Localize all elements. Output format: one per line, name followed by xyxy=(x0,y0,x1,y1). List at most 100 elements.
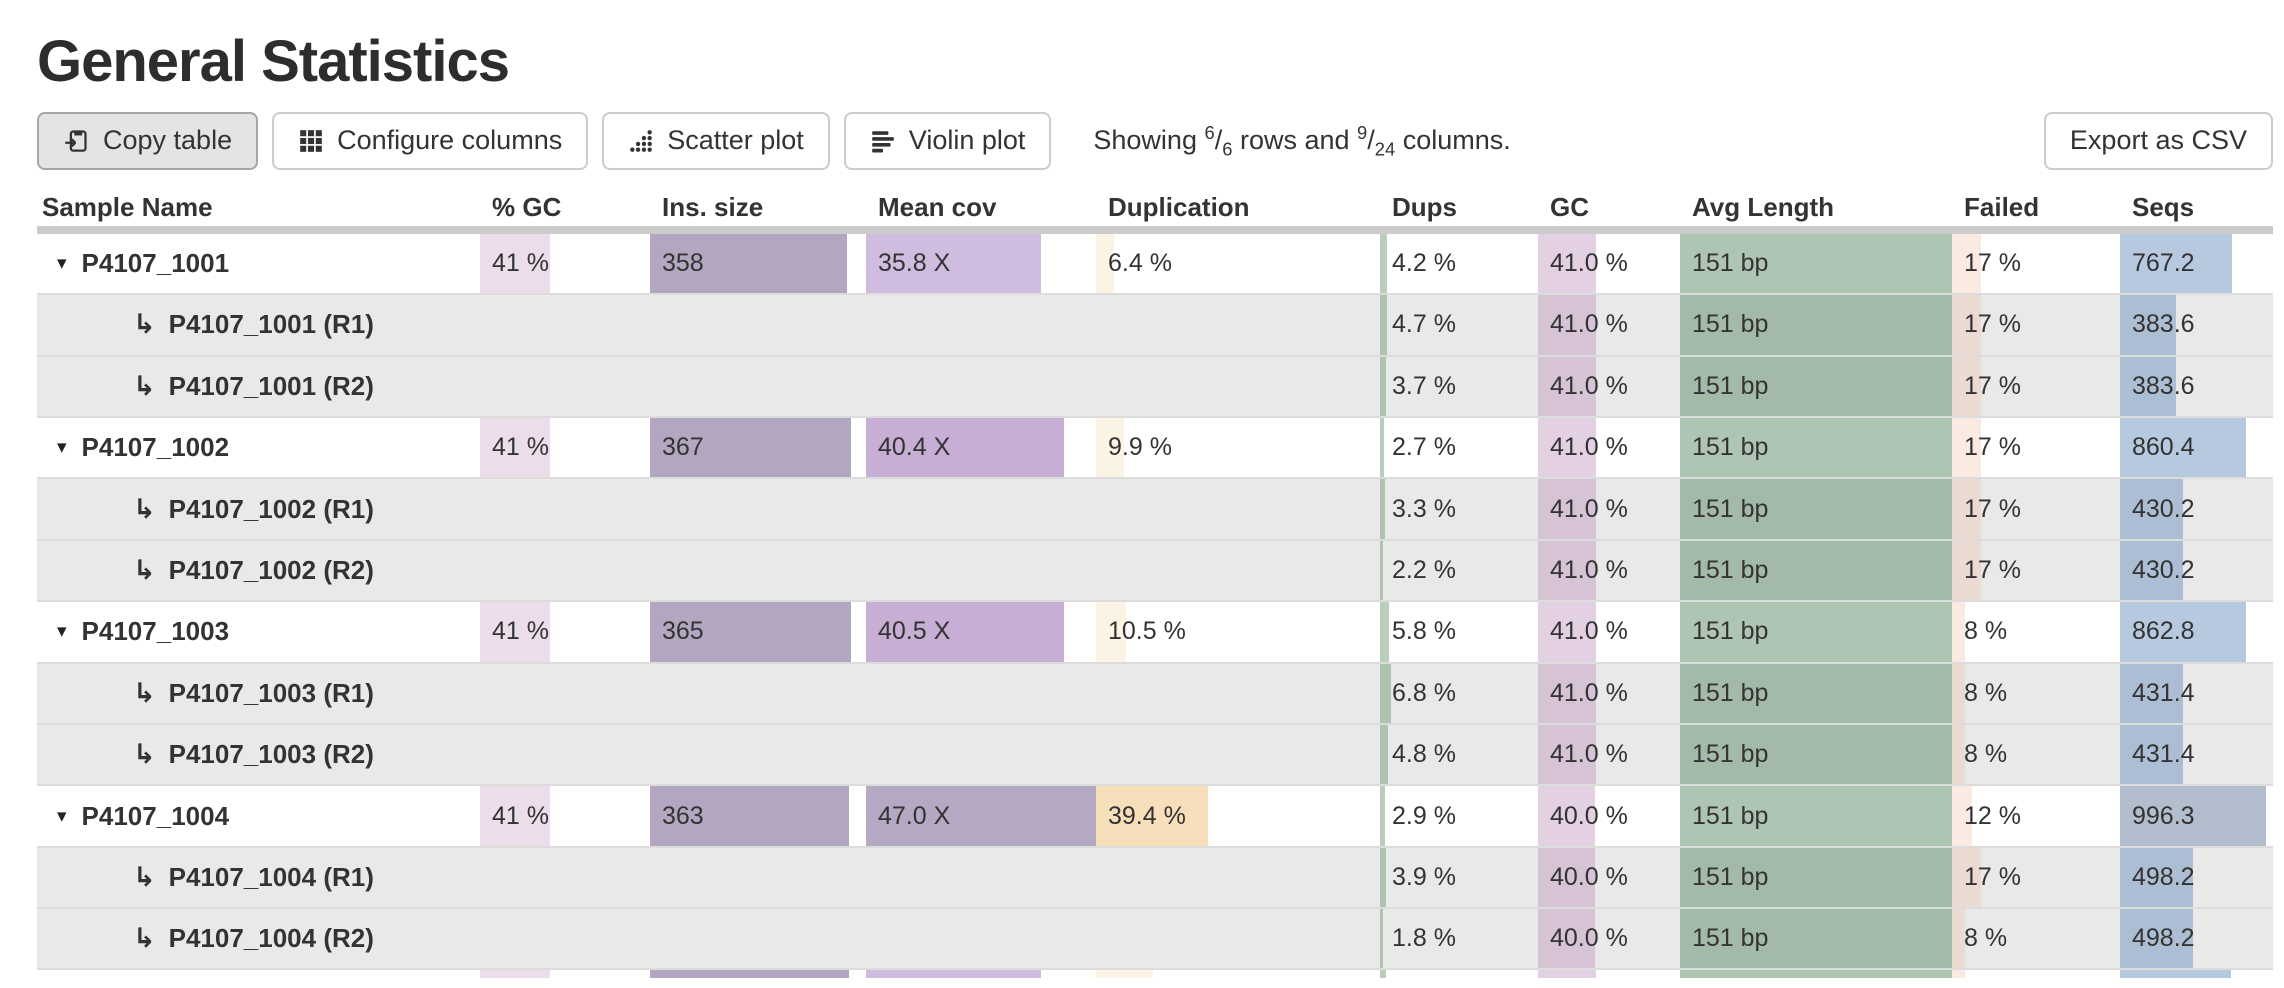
sample-name: P4107_1003 (R2) xyxy=(168,739,374,770)
gc_pct-value: 41 % xyxy=(492,433,549,462)
avg_length-value: 151 bp xyxy=(1692,494,1769,523)
subrow-arrow-icon: ↳ xyxy=(133,370,156,401)
avg_length-bar xyxy=(1680,909,1952,969)
seqs-cell: 498.2 xyxy=(2120,909,2266,969)
seqs-value: 431.4 xyxy=(2132,740,2195,769)
column-header-failed[interactable]: Failed xyxy=(1964,192,2040,223)
sample-name-cell: ↳ P4107_1003 (R1) xyxy=(37,664,480,723)
seqs-value: 767.2 xyxy=(2132,248,2195,277)
gc_pct-value: 41 % xyxy=(492,617,549,646)
duplication-cell xyxy=(1096,909,1380,968)
gc-cell: 41.0 % xyxy=(1538,417,1680,478)
ins_size-bar xyxy=(650,233,847,294)
column-header-seqs[interactable]: Seqs xyxy=(2132,192,2195,223)
mean_cov-cell xyxy=(866,357,1096,416)
dups-bar xyxy=(1380,295,1388,355)
gc-cell: 41.0 % xyxy=(1538,663,1680,723)
column-header-ins_size[interactable]: Ins. size xyxy=(662,192,764,223)
sample-name-cell: ↳ P4107_1002 (R2) xyxy=(37,541,480,600)
gc-value: 40.0 % xyxy=(1550,924,1628,953)
table-row: ▾ P4107_1004 41 % 363 47.0 X 39.4 % 2.9 % 40.0 … xyxy=(37,786,2273,848)
subrow-arrow-icon: ↳ xyxy=(133,554,156,585)
gc-cell: 41.0 % xyxy=(1538,479,1680,539)
ins_size-value: 358 xyxy=(662,248,704,277)
collapse-toggle-icon[interactable]: ▾ xyxy=(57,805,67,827)
failed-cell: 8 % xyxy=(1952,909,2120,969)
gc-cell xyxy=(1538,970,1680,979)
dups-value: 3.7 % xyxy=(1392,371,1456,400)
ins_size-bar xyxy=(650,786,849,846)
mean_cov-cell xyxy=(866,725,1096,784)
ins_size-cell xyxy=(650,479,866,538)
ins_size-cell xyxy=(650,357,866,416)
ins_size-cell: 367 xyxy=(650,417,866,478)
scatter-plot-button[interactable]: Scatter plot xyxy=(602,111,830,170)
sample-name-cell: ↳ P4107_1004 (R2) xyxy=(37,909,480,968)
column-header-duplication[interactable]: Duplication xyxy=(1108,192,1250,223)
seqs-cell: 498.2 xyxy=(2120,847,2266,908)
column-header-mean_cov[interactable]: Mean cov xyxy=(878,192,997,223)
collapse-toggle-icon[interactable]: ▾ xyxy=(57,437,67,459)
gc-value: 41.0 % xyxy=(1550,433,1628,462)
copy-table-button[interactable]: Copy table xyxy=(37,111,259,170)
failed-value: 17 % xyxy=(1964,433,2021,462)
sample-name-cell: ↳ P4107_1002 (R1) xyxy=(37,479,480,538)
seqs-bar xyxy=(2120,602,2247,662)
dups-cell: 3.7 % xyxy=(1380,356,1538,416)
collapse-toggle-icon[interactable]: ▾ xyxy=(57,621,67,643)
seqs-value: 383.6 xyxy=(2132,371,2195,400)
mean_cov-cell xyxy=(866,295,1096,354)
gc_pct-cell: 41 % xyxy=(480,233,650,294)
duplication-cell xyxy=(1096,479,1380,538)
failed-cell: 8 % xyxy=(1952,663,2120,723)
collapse-toggle-icon[interactable]: ▾ xyxy=(57,252,67,274)
column-header-sample[interactable]: Sample Name xyxy=(42,192,213,223)
column-header-avg_length[interactable]: Avg Length xyxy=(1692,192,1835,223)
mean_cov-bar xyxy=(866,786,1096,846)
violin-plot-button[interactable]: Violin plot xyxy=(843,111,1052,170)
export-csv-label: Export as CSV xyxy=(2069,125,2247,156)
table-toolbar: Copy table Configure columns Scatter p xyxy=(37,111,2273,170)
avg_length-bar xyxy=(1680,602,1952,662)
gc_pct-cell xyxy=(480,970,650,979)
duplication-bar xyxy=(1096,786,1208,846)
table-row: ↳ P4107_1004 (R1) 3.9 % 40.0 % 151 bp 17 % 498… xyxy=(37,847,2273,910)
avg_length-value: 151 bp xyxy=(1692,248,1769,277)
subrow-arrow-icon: ↳ xyxy=(133,923,156,954)
sample-name: P4107_1003 (R1) xyxy=(168,677,374,708)
gc_pct-cell xyxy=(480,295,650,354)
sample-name: P4107_1003 xyxy=(81,616,230,647)
mean_cov-value: 47.0 X xyxy=(878,801,951,830)
ins_size-cell xyxy=(650,725,866,784)
duplication-value: 10.5 % xyxy=(1108,617,1186,646)
table-row: ↳ P4107_1001 (R2) 3.7 % 41.0 % 151 bp 17 % 383… xyxy=(37,356,2273,418)
duplication-cell xyxy=(1096,848,1380,907)
failed-cell: 17 % xyxy=(1952,356,2120,416)
seqs-bar xyxy=(2120,356,2177,416)
gc_pct-bar xyxy=(480,786,550,846)
seqs-value: 498.2 xyxy=(2132,862,2195,891)
ins_size-bar xyxy=(650,417,851,478)
configure-columns-button[interactable]: Configure columns xyxy=(272,111,589,170)
duplication-bar xyxy=(1096,970,1153,979)
column-header-dups[interactable]: Dups xyxy=(1392,192,1457,223)
table-row: ↳ P4107_1001 (R1) 4.7 % 41.0 % 151 bp 17 % 383… xyxy=(37,295,2273,357)
table-body: ▾ P4107_1001 41 % 358 35.8 X 6.4 % 4.2 % 41.0 %… xyxy=(37,233,2273,979)
failed-bar xyxy=(1952,417,1981,478)
failed-value: 17 % xyxy=(1964,494,2021,523)
seqs-bar xyxy=(2120,724,2184,785)
column-header-gc_pct[interactable]: % GC xyxy=(492,192,562,223)
mean_cov-cell xyxy=(866,541,1096,600)
ins_size-cell: 358 xyxy=(650,233,866,294)
seqs-value: 430.2 xyxy=(2132,555,2195,584)
avg_length-cell: 151 bp xyxy=(1680,724,1952,785)
mean_cov-cell: 47.0 X xyxy=(866,786,1096,846)
sample-name: P4107_1001 (R1) xyxy=(168,309,374,340)
seqs-value: 996.3 xyxy=(2132,801,2195,830)
column-header-gc[interactable]: GC xyxy=(1550,192,1589,223)
export-csv-button[interactable]: Export as CSV xyxy=(2043,111,2273,170)
avg_length-bar xyxy=(1680,786,1952,846)
avg_length-bar xyxy=(1680,233,1952,294)
scatter-icon xyxy=(628,128,654,154)
mean_cov-cell xyxy=(866,479,1096,538)
